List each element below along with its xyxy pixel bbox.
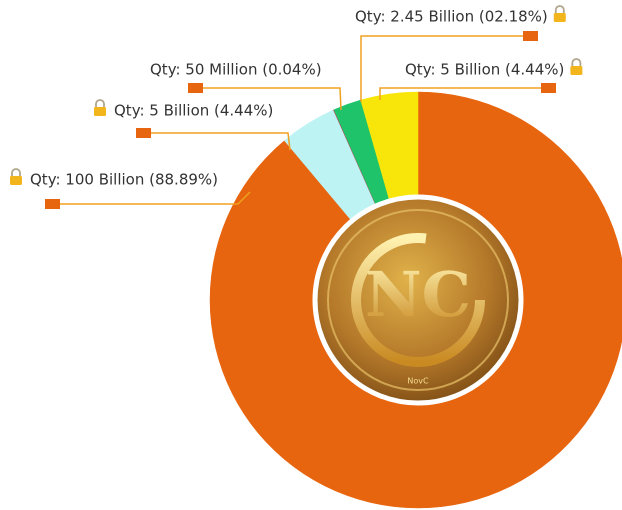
lock-body (570, 66, 583, 75)
slice-label: Qty: 5 Billion (4.44%) (114, 102, 273, 120)
labels: Qty: 100 Billion (88.89%) Qty: 5 Billion … (10, 5, 583, 209)
label-marker (136, 128, 151, 138)
slice-label: Qty: 2.45 Billion (02.18%) (355, 8, 548, 26)
logo-caption: NovC (407, 377, 429, 386)
leader-line (52, 191, 251, 205)
lock-body (94, 107, 106, 116)
lock-icon (10, 168, 22, 185)
label-marker (523, 31, 538, 41)
lock-icon (94, 99, 106, 116)
label-marker (45, 199, 60, 209)
lock-shackle (571, 58, 582, 66)
leader-line (379, 87, 548, 100)
label-marker (541, 83, 556, 93)
lock-shackle (11, 168, 21, 176)
slice-label: Qty: 50 Million (0.04%) (150, 61, 322, 79)
leader-line (143, 132, 291, 151)
lock-body (553, 13, 566, 22)
label-marker (188, 83, 203, 93)
lock-body (10, 176, 22, 185)
leader-line (360, 35, 530, 102)
slice-label: Qty: 100 Billion (88.89%) (30, 171, 218, 189)
coin-logo: NC NovC (312, 194, 524, 406)
donut (209, 91, 622, 509)
lock-icon (570, 58, 583, 75)
leader-line (195, 87, 342, 111)
svg-text:NC: NC (365, 258, 471, 331)
lock-shackle (554, 5, 565, 13)
lock-icon (553, 5, 566, 22)
slice-label: Qty: 5 Billion (4.44%) (405, 61, 564, 79)
lock-shackle (95, 99, 105, 107)
